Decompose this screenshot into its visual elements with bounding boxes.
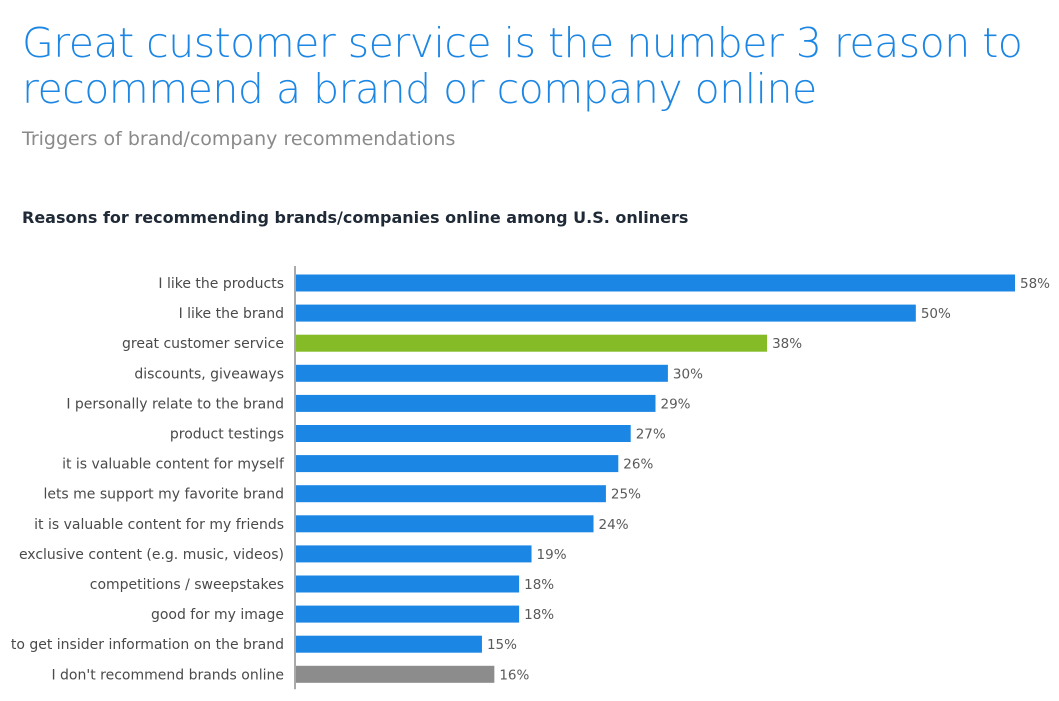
value-label: 50% — [921, 306, 951, 322]
value-label: 38% — [772, 336, 802, 352]
value-label: 16% — [499, 667, 529, 683]
category-label: product testings — [170, 427, 284, 443]
bar — [296, 304, 916, 322]
bar — [296, 545, 532, 563]
category-label: it is valuable content for myself — [62, 457, 285, 473]
bar — [296, 334, 768, 352]
value-label: 18% — [524, 577, 554, 593]
value-label: 58% — [1020, 276, 1050, 292]
bar — [296, 635, 482, 653]
category-label: I personally relate to the brand — [66, 396, 284, 412]
value-label: 24% — [599, 517, 629, 533]
category-label: it is valuable content for my friends — [34, 517, 284, 533]
category-label: to get insider information on the brand — [11, 637, 284, 653]
bar — [296, 605, 520, 623]
value-label: 19% — [537, 547, 567, 563]
bar — [296, 575, 520, 593]
value-label: 25% — [611, 487, 641, 503]
value-label: 18% — [524, 607, 554, 623]
bar — [296, 425, 631, 442]
category-label: I like the brand — [179, 306, 284, 322]
value-label: 30% — [673, 366, 703, 382]
value-label: 27% — [636, 427, 666, 443]
bar — [296, 455, 619, 473]
category-label: great customer service — [122, 336, 284, 352]
value-label: 26% — [623, 457, 653, 473]
page-title: Great customer service is the number 3 r… — [22, 19, 1023, 113]
value-label: 15% — [487, 637, 517, 653]
chart-title: Reasons for recommending brands/companie… — [22, 208, 689, 227]
category-label: good for my image — [151, 607, 284, 623]
bar-chart: I like the products 58% I like the brand 50… — [11, 266, 1050, 690]
category-label: I like the products — [158, 276, 284, 292]
category-label: I don't recommend brands online — [51, 667, 284, 683]
bar — [296, 274, 1015, 292]
category-label: lets me support my favorite brand — [43, 487, 284, 503]
bar — [296, 394, 656, 412]
value-label: 29% — [661, 396, 691, 412]
bar — [296, 665, 495, 683]
bar — [296, 364, 668, 382]
category-label: discounts, giveaways — [134, 366, 284, 382]
page-subtitle: Triggers of brand/company recommendation… — [22, 128, 456, 150]
bar — [296, 485, 606, 503]
bar — [296, 515, 594, 533]
category-label: exclusive content (e.g. music, videos) — [19, 547, 284, 563]
category-label: competitions / sweepstakes — [90, 577, 284, 593]
